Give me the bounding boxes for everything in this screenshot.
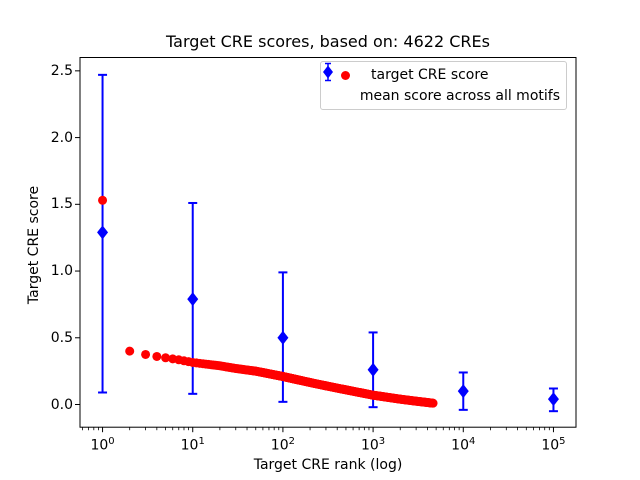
y-tick-label: 2.5 xyxy=(50,62,73,79)
target-score-point xyxy=(152,351,162,361)
diamond-marker xyxy=(367,362,379,377)
y-tick-label: 0.5 xyxy=(50,329,73,346)
chart-title: Target CRE scores, based on: 4622 CREs xyxy=(166,32,490,51)
blue-diamond-errorbar-marker-icon xyxy=(323,62,333,82)
diamond-marker xyxy=(97,225,109,240)
legend-entry-mean: mean score across all motifs xyxy=(323,62,560,107)
y-tick-label: 1.0 xyxy=(50,263,73,280)
legend: target CRE score mean score across all m… xyxy=(320,61,567,110)
target-score-point xyxy=(161,353,171,363)
y-tick-label: 0.0 xyxy=(50,396,73,413)
legend-label: target CRE score xyxy=(371,67,489,83)
x-tick-label: 101 xyxy=(180,436,205,454)
target-score-point xyxy=(98,195,108,205)
axes-frame xyxy=(79,57,577,428)
x-tick-label: 104 xyxy=(451,436,476,454)
series-mean-score xyxy=(97,73,559,413)
x-tick-label: 100 xyxy=(90,436,115,454)
legend-marker-cell xyxy=(327,70,363,80)
x-tick-label: 102 xyxy=(270,436,295,454)
x-tick-label: 103 xyxy=(360,436,386,454)
target-score-point xyxy=(141,349,151,359)
series-target-score xyxy=(98,195,438,408)
target-score-point xyxy=(428,398,438,408)
legend-label: mean score across all motifs xyxy=(359,88,560,104)
x-tick-label: 105 xyxy=(541,436,566,454)
target-score-point xyxy=(125,346,135,356)
red-circle-marker-icon xyxy=(340,70,350,80)
diamond-marker xyxy=(457,384,469,399)
y-tick-label: 2.0 xyxy=(50,129,73,146)
x-axis-label: Target CRE rank (log) xyxy=(253,457,403,473)
legend-entry-target: target CRE score xyxy=(327,65,560,86)
diamond-marker xyxy=(547,392,559,407)
y-tick-label: 1.5 xyxy=(50,196,73,213)
diamond-marker xyxy=(277,330,289,345)
diamond-marker xyxy=(187,292,199,307)
